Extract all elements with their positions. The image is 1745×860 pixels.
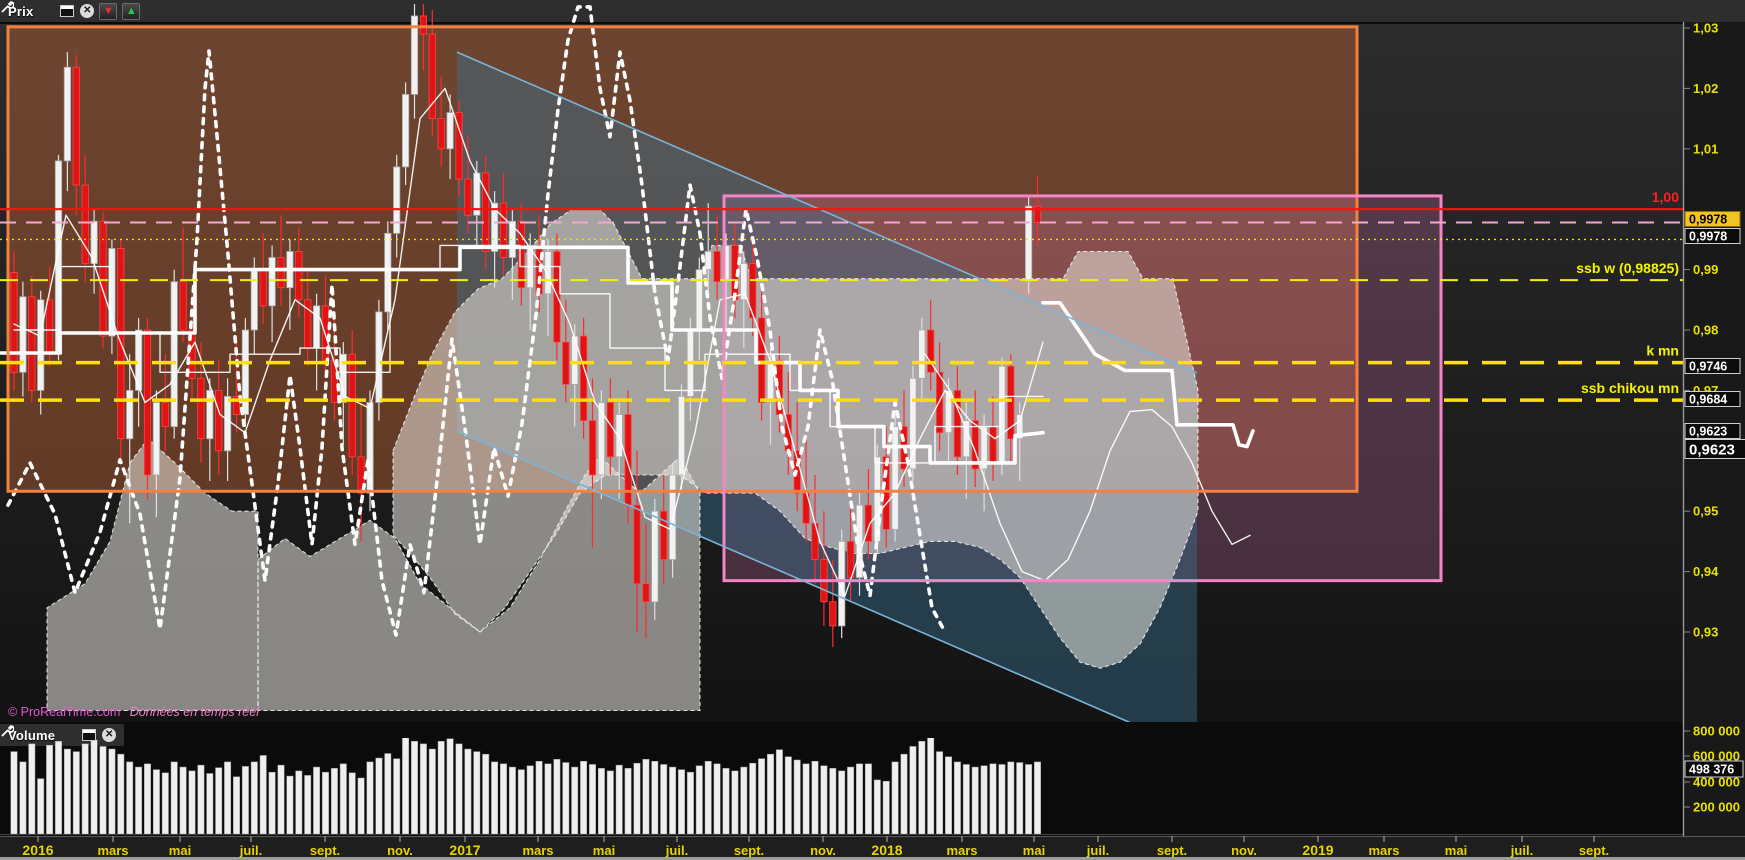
date-tick-label: mai (169, 843, 191, 858)
cloud-weekly-main (392, 208, 1199, 669)
date-tick-label: sept. (310, 843, 340, 858)
price-tick-label: 1,03 (1693, 21, 1718, 36)
price-badge (1684, 358, 1741, 374)
date-tick-label: juil. (239, 843, 262, 858)
price-badge-text: 0,9623 (1689, 425, 1727, 439)
date-tick-label: nov. (387, 843, 413, 858)
date-tick-label: mars (522, 843, 553, 858)
indicator-tenkan_projection (924, 353, 1251, 582)
volume-tick-label: 600 000 (1693, 749, 1740, 764)
price-tick-label: 0,99 (1693, 262, 1718, 277)
move-pane-up-icon[interactable]: ▲ (122, 2, 141, 20)
pink-rectangle (722, 194, 1443, 583)
date-tick-label: 2017 (449, 842, 480, 858)
window-bottom-edge (0, 857, 1745, 860)
date-tick-label: mars (946, 843, 977, 858)
price-badge (1684, 423, 1741, 439)
price-tick-label: 0,98 (1693, 323, 1718, 338)
date-axis-strip (0, 836, 1745, 860)
date-tick-label: nov. (1231, 843, 1257, 858)
date-tick-label: nov. (810, 843, 836, 858)
volume-badge (1684, 760, 1744, 778)
channel-lower-line (456, 430, 1131, 722)
hline-label: ssb chikou mn (1581, 380, 1679, 396)
volume-tick-label: 200 000 (1693, 800, 1740, 815)
price-badge (1684, 391, 1741, 407)
volume-close-icon[interactable]: ✕ (102, 728, 117, 742)
price-pane-title: Prix (8, 3, 34, 19)
price-badge (1684, 228, 1741, 244)
price-tick-label: 1,02 (1693, 81, 1718, 96)
window-icon[interactable] (59, 4, 75, 19)
date-tick-label: mai (1023, 843, 1045, 858)
hline-label: k mn (1646, 343, 1679, 359)
volume-window-icon[interactable] (81, 728, 97, 743)
date-tick-label: mai (1445, 843, 1467, 858)
move-pane-down-icon[interactable]: ▼ (99, 2, 118, 20)
price-badge-text: 0,9684 (1689, 393, 1727, 407)
copyright: © ProRealTime.com Données en temps réel (8, 705, 259, 719)
date-tick-label: sept. (1579, 843, 1609, 858)
price-tick-label: 1,01 (1693, 141, 1718, 156)
price-badge-text: 0,9623 (1689, 442, 1735, 459)
volume-tick-label: 400 000 (1693, 775, 1740, 790)
hline-label: ssb w (0,98825) (1576, 260, 1679, 276)
indicator-kijun_mn_projection (1041, 300, 1255, 449)
date-tick-label: mai (593, 843, 615, 858)
close-icon[interactable]: ✕ (80, 4, 95, 18)
date-tick-label: mars (1368, 843, 1399, 858)
date-tick-label: sept. (1157, 843, 1187, 858)
orange-rectangle (6, 25, 1359, 493)
price-tick-label: 0,95 (1693, 504, 1718, 519)
price-badge-text: 0,9746 (1689, 360, 1727, 374)
indicator-chikou_dotted (6, 5, 947, 637)
price-tick-label: 0,93 (1693, 625, 1718, 640)
volume-settings-wrench-icon[interactable] (1, 725, 76, 743)
price-badge (1684, 439, 1745, 459)
date-tick-label: sept. (734, 843, 764, 858)
price-badge-text: 0,9978 (1689, 213, 1727, 227)
date-tick-label: juil. (1086, 843, 1109, 858)
price-titlebar-strip (0, 0, 1745, 22)
date-tick-label: 2018 (871, 842, 902, 858)
price-badge-text: 0,9978 (1689, 230, 1727, 244)
volume-pane-titlebar: Volume ✕ (0, 724, 117, 746)
volume-badge-text: 498 376 (1689, 763, 1734, 777)
price-tick-label: 0,94 (1693, 564, 1719, 579)
copyright-realtime: Données en temps réel (129, 705, 259, 719)
price-badge (1684, 211, 1741, 227)
price-plot-layer (0, 4, 1683, 722)
date-tick-label: juil. (665, 843, 688, 858)
price-pane-titlebar: Prix ✕ ▼ ▲ (0, 0, 141, 22)
hline-label: 1,00 (1652, 189, 1679, 205)
volume-tick-label: 800 000 (1693, 724, 1740, 739)
copyright-site[interactable]: © ProRealTime.com (8, 705, 121, 719)
date-tick-label: 2019 (1302, 842, 1333, 858)
date-tick-label: 2016 (22, 842, 53, 858)
settings-wrench-icon[interactable] (1, 1, 54, 19)
date-tick-label: mars (97, 843, 128, 858)
date-tick-label: juil. (1510, 843, 1533, 858)
channel-upper-line (456, 51, 1198, 374)
volume-pane-title: Volume (8, 727, 56, 743)
